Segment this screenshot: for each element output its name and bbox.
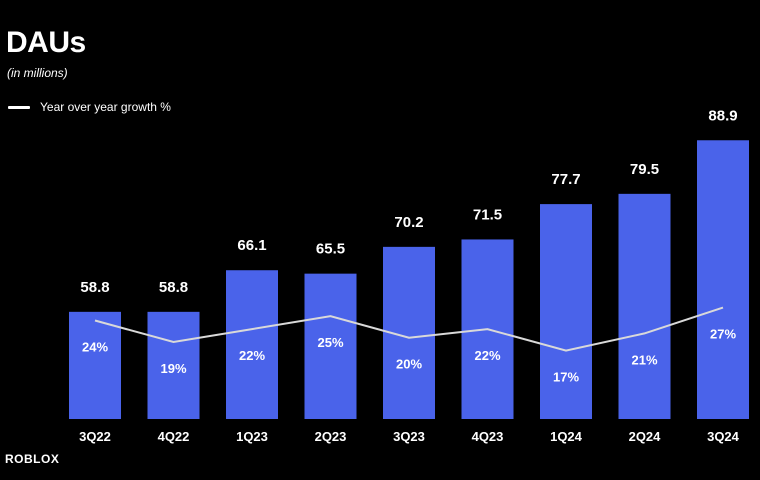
chart-subtitle: (in millions) — [7, 66, 68, 80]
bar-2Q24 — [618, 193, 671, 419]
bar-value-label-3Q22: 58.8 — [80, 279, 109, 296]
x-tick-label-3Q22: 3Q22 — [79, 429, 111, 444]
bar-3Q22 — [69, 311, 121, 419]
bar-value-label-1Q23: 66.1 — [237, 237, 266, 254]
x-tick-label-1Q24: 1Q24 — [550, 429, 583, 444]
roblox-logo: ROBLOX — [5, 452, 60, 466]
bar-value-label-2Q24: 79.5 — [630, 161, 659, 178]
legend: Year over year growth % — [8, 100, 171, 114]
x-tick-label-4Q22: 4Q22 — [158, 429, 190, 444]
chart-title: DAUs — [6, 26, 86, 59]
growth-label-3Q23: 20% — [396, 357, 422, 372]
growth-line — [94, 306, 724, 352]
x-tick-label-1Q23: 1Q23 — [236, 429, 268, 444]
bar-value-label-2Q23: 65.5 — [316, 241, 345, 258]
bar-value-label-1Q24: 77.7 — [551, 171, 580, 188]
growth-label-4Q22: 19% — [160, 361, 186, 376]
bar-1Q24 — [540, 204, 592, 419]
bar-2Q23 — [304, 273, 357, 419]
x-tick-label-2Q24: 2Q24 — [629, 429, 662, 444]
legend-label-growth: Year over year growth % — [40, 100, 171, 114]
bar-value-label-4Q23: 71.5 — [473, 206, 502, 223]
bar-value-label-3Q23: 70.2 — [394, 214, 423, 231]
bar-value-label-3Q24: 88.9 — [708, 107, 737, 124]
x-tick-label-3Q23: 3Q23 — [393, 429, 425, 444]
bar-1Q23 — [226, 270, 278, 419]
bar-3Q24 — [697, 140, 749, 419]
bar-value-label-4Q22: 58.8 — [159, 279, 188, 296]
x-tick-label-3Q24: 3Q24 — [707, 429, 740, 444]
x-tick-label-2Q23: 2Q23 — [315, 429, 347, 444]
growth-label-2Q24: 21% — [631, 352, 657, 367]
growth-label-1Q24: 17% — [553, 370, 579, 385]
growth-label-3Q24: 27% — [710, 327, 736, 342]
legend-line-swatch — [8, 105, 30, 109]
bar-4Q22 — [147, 311, 200, 419]
growth-label-1Q23: 22% — [239, 348, 265, 363]
growth-label-4Q23: 22% — [474, 348, 500, 363]
growth-label-3Q22: 24% — [82, 340, 108, 355]
x-tick-label-4Q23: 4Q23 — [472, 429, 504, 444]
growth-label-2Q23: 25% — [317, 335, 343, 350]
